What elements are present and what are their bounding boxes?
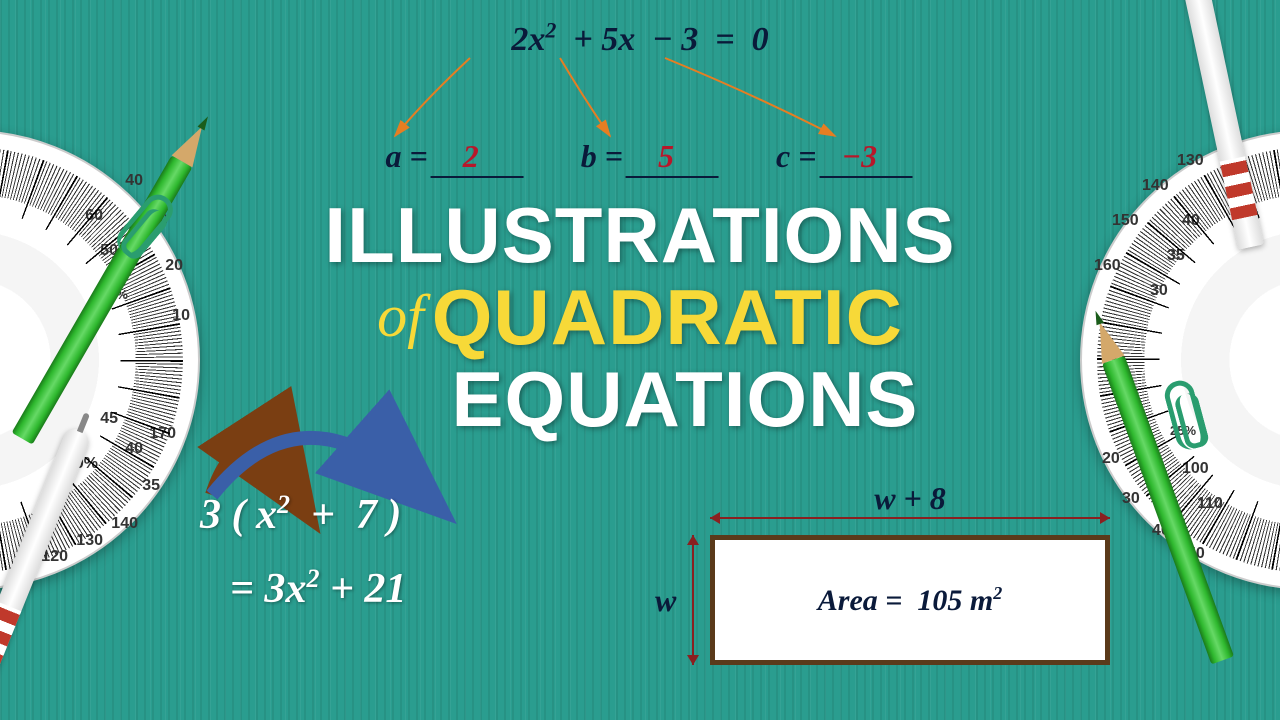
distribution-row2: = 3x2 + 21 — [230, 564, 406, 613]
main-title: ILLUSTRATIONS ofQUADRATIC EQUATIONS — [324, 195, 955, 441]
coef-b: b = 5 — [581, 138, 701, 175]
coef-a: a = 2 — [386, 138, 506, 175]
area-label: Area = 105 m2 — [818, 583, 1002, 618]
coef-c: c = −3 — [776, 138, 894, 175]
dim-arrow-vertical — [692, 535, 694, 665]
title-line1: ILLUSTRATIONS — [324, 195, 955, 277]
title-line2: QUADRATIC — [432, 273, 903, 361]
rectangle-area-diagram: w + 8 w Area = 105 m2 — [710, 535, 1110, 665]
coefficient-arrows — [345, 50, 945, 150]
distribution-row1: 3 ( x2 + 7 ) — [200, 490, 406, 539]
dim-arrow-horizontal — [710, 517, 1110, 519]
title-of: of — [377, 283, 424, 349]
title-line3: EQUATIONS — [414, 359, 955, 441]
rectangle-height-label: w — [655, 535, 676, 665]
rectangle-width-label: w + 8 — [710, 480, 1110, 517]
distribution-example: 3 ( x2 + 7 ) = 3x2 + 21 — [200, 490, 406, 613]
rectangle-box: Area = 105 m2 — [710, 535, 1110, 665]
coefficients-row: a = 2 b = 5 c = −3 — [386, 138, 895, 175]
